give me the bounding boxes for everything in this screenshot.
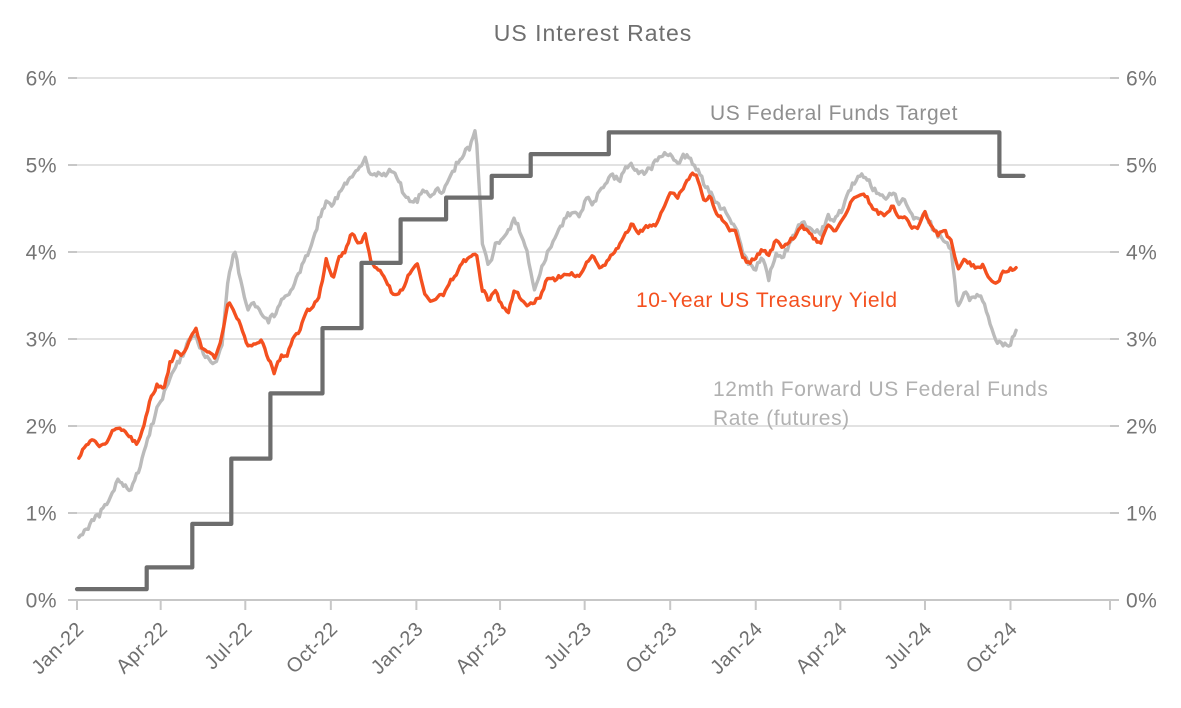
x-axis-tick-label: Apr-23: [451, 618, 511, 678]
label-fed-funds-target: US Federal Funds Target: [710, 102, 958, 125]
y-axis-label-right: 1%: [1126, 503, 1157, 526]
x-axis-tick-label: Jul-24: [880, 618, 936, 674]
x-axis-tick-label: Oct-22: [282, 618, 342, 678]
x-axis-tick-label: Jan-22: [28, 618, 89, 679]
x-axis-tick-label: Oct-23: [622, 618, 682, 678]
y-axis-label-right: 2%: [1126, 416, 1157, 439]
y-axis-label-right: 4%: [1126, 242, 1157, 265]
label-futures-line2: Rate (futures): [713, 407, 850, 430]
axes-and-ticks: 0% 0% 1% 1% 2% 2% 3% 3% 4% 4% 5% 5% 6% 6% Jan-22 Apr-22…: [26, 68, 1157, 679]
y-axis-label-right: 5%: [1126, 155, 1157, 178]
x-axis-tick-label: Jan-24: [706, 618, 767, 679]
y-axis-label-left: 6%: [26, 68, 57, 91]
label-futures-line1: 12mth Forward US Federal Funds: [713, 378, 1048, 401]
label-treasury-yield: 10-Year US Treasury Yield: [636, 289, 898, 312]
x-axis-tick-label: Jan-23: [367, 618, 428, 679]
y-axis-label-left: 2%: [26, 416, 57, 439]
y-axis-label-right: 6%: [1126, 68, 1157, 91]
fed-funds-target-step-line: [74, 130, 1026, 592]
x-axis-tick-label: Apr-24: [792, 618, 852, 678]
x-axis-tick-label: Apr-22: [112, 618, 172, 678]
y-axis-label-left: 1%: [26, 503, 57, 526]
y-axis-label-right: 0%: [1126, 590, 1157, 613]
y-axis-label-left: 4%: [26, 242, 57, 265]
series-lines: [74, 129, 1026, 592]
x-axis-tick-label: Jul-23: [540, 618, 596, 674]
x-axis-tick-label: Jul-22: [201, 618, 257, 674]
y-axis-label-right: 3%: [1126, 329, 1157, 352]
y-axis-label-left: 3%: [26, 329, 57, 352]
gridlines: [77, 77, 1110, 601]
x-axis-tick-label: Oct-24: [962, 618, 1022, 678]
chart-title: US Interest Rates: [494, 20, 693, 46]
y-axis-label-left: 0%: [26, 590, 57, 613]
y-axis-label-left: 5%: [26, 155, 57, 178]
futures-rate-line: [77, 129, 1018, 540]
treasury-yield-line: [77, 171, 1018, 460]
